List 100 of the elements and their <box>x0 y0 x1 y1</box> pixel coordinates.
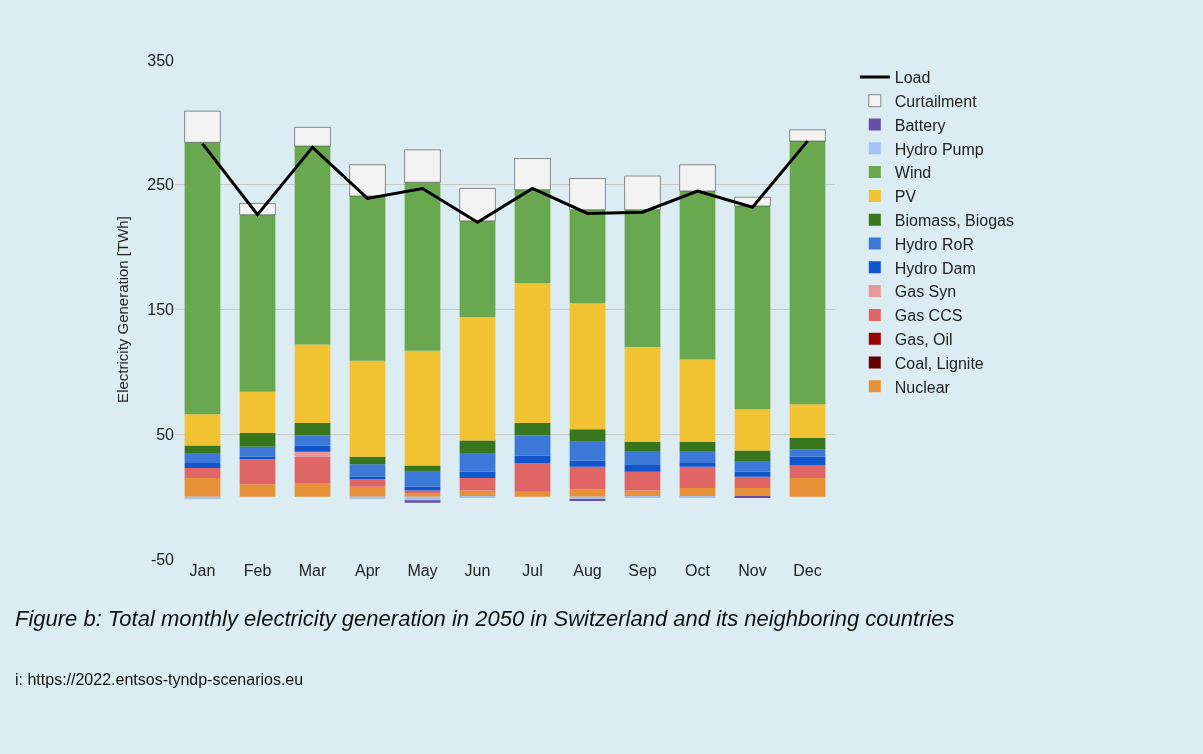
bar <box>514 435 551 456</box>
bar <box>624 490 661 497</box>
bar <box>404 465 441 472</box>
bar <box>734 450 771 462</box>
bar <box>789 141 826 405</box>
bar <box>404 471 441 487</box>
x-tick-label: Oct <box>685 562 711 579</box>
bar <box>514 491 551 497</box>
legend-label: Coal, Lignite <box>894 354 984 372</box>
bar <box>624 175 661 210</box>
y-tick-label: -50 <box>150 550 175 568</box>
bar <box>514 189 551 284</box>
bar <box>514 462 551 492</box>
bar <box>624 464 661 472</box>
bar <box>679 359 716 442</box>
bar <box>624 441 661 452</box>
legend-label: Nuclear <box>894 378 951 396</box>
bar <box>624 346 661 442</box>
bar <box>349 164 386 197</box>
bar <box>184 142 221 415</box>
bar <box>734 471 771 477</box>
bar <box>734 409 771 451</box>
bar <box>184 414 221 446</box>
bar <box>569 429 606 442</box>
bar <box>404 490 441 493</box>
y-tick-label: 250 <box>147 176 175 194</box>
x-tick-label: Feb <box>243 562 272 579</box>
x-tick-label: Apr <box>355 562 381 579</box>
bar <box>459 316 496 441</box>
x-tick-label: Nov <box>738 562 767 579</box>
x-tick-label: Sep <box>628 562 657 579</box>
legend-label: Wind <box>894 164 932 182</box>
bar <box>789 449 826 457</box>
bar <box>679 441 716 452</box>
bar <box>679 462 716 467</box>
bar <box>459 188 496 222</box>
bar <box>294 127 331 147</box>
bar <box>459 440 496 453</box>
bar <box>239 391 276 433</box>
bar <box>404 350 441 466</box>
bar <box>349 195 386 361</box>
bar <box>239 214 276 392</box>
bar <box>569 209 606 304</box>
bar <box>459 477 496 491</box>
line-series <box>201 139 809 224</box>
bar <box>679 190 716 360</box>
bar <box>789 465 826 478</box>
bar <box>349 360 386 457</box>
bar <box>239 446 276 457</box>
bar <box>679 164 716 192</box>
bar <box>459 490 496 497</box>
y-tick-label: 150 <box>147 301 175 319</box>
bar <box>294 482 331 497</box>
bar <box>569 441 606 461</box>
bar <box>349 456 386 465</box>
bar <box>734 461 771 472</box>
y-tick-label: 50 <box>156 425 175 443</box>
legend-label: Gas CCS <box>894 307 963 325</box>
bar <box>514 158 551 191</box>
bar <box>789 456 826 466</box>
bar <box>734 205 771 410</box>
bar <box>184 467 221 478</box>
bar <box>734 487 771 497</box>
bar <box>624 209 661 347</box>
bar <box>184 477 221 497</box>
text: Figure b: Total monthly electricity generation in 2050 in Switzerland and its neighboring countries <box>15 606 955 631</box>
bar <box>404 182 441 351</box>
bar <box>514 455 551 463</box>
bar <box>349 464 386 477</box>
bar <box>239 484 276 497</box>
bar <box>294 146 331 345</box>
bar <box>404 149 441 183</box>
bar <box>569 178 606 210</box>
bar <box>294 445 331 452</box>
bar <box>789 477 826 497</box>
bar <box>459 471 496 478</box>
bar <box>789 404 826 438</box>
legend-label: Gas, Oil <box>894 330 953 348</box>
legend-label: Load <box>894 69 931 87</box>
bar <box>459 220 496 317</box>
bar <box>294 456 331 483</box>
text: i: https://2022.entsos-tyndp-scenarios.eu <box>15 671 304 688</box>
bar <box>294 344 331 424</box>
bar <box>569 460 606 467</box>
y-tick-label: 350 <box>147 51 175 69</box>
bar <box>239 459 276 485</box>
x-tick-label: Jan <box>189 562 216 579</box>
bar <box>569 489 606 497</box>
bar <box>294 451 331 457</box>
bar <box>294 423 331 436</box>
bar <box>184 462 221 468</box>
bar <box>679 451 716 463</box>
bar <box>734 476 771 488</box>
bar <box>569 303 606 430</box>
bar <box>679 466 716 488</box>
bar <box>184 452 221 463</box>
bar <box>679 487 716 497</box>
x-tick-label: Dec <box>793 562 822 579</box>
bar <box>239 433 276 447</box>
x-tick-label: Jun <box>464 562 491 579</box>
